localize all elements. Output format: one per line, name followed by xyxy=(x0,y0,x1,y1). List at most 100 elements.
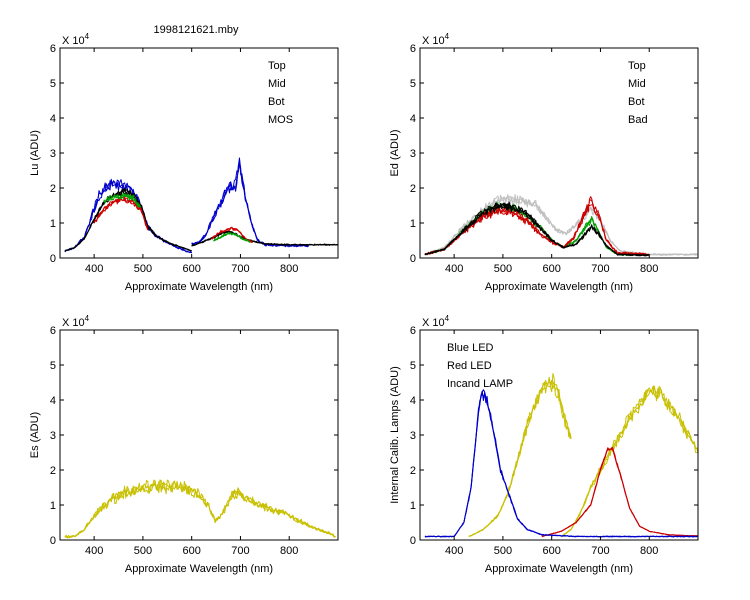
y-axis-label: Ed (ADU) xyxy=(389,129,401,176)
y-tick-label: 1 xyxy=(410,500,416,512)
y-tick-label: 4 xyxy=(410,113,416,125)
series-line-top xyxy=(64,187,192,252)
panel-es: 0 1 2 3 4 5 6 400 500 600 700 800 X 104 Approximate W… xyxy=(29,314,339,575)
series-line-es xyxy=(64,479,336,538)
y-tick-label: 6 xyxy=(50,43,56,55)
series-line-mos xyxy=(64,178,192,254)
y-scale-multiplier: X 104 xyxy=(62,32,90,47)
series-line-red-led xyxy=(541,448,699,537)
legend-item-blue-led: Blue LED xyxy=(447,342,494,354)
y-tick-label: 4 xyxy=(410,395,416,407)
series-line-es xyxy=(64,479,336,539)
legend-item-mid: Mid xyxy=(628,78,646,90)
panel-lu: 0 1 2 3 4 5 6 400 500 600 700 800 X 104 Approximate W… xyxy=(29,32,339,293)
figure-title: 1998121621.mby xyxy=(153,24,239,36)
y-axis-label: Internal Calib. Lamps (ADU) xyxy=(389,366,401,504)
y-tick-label: 5 xyxy=(50,78,56,90)
y-tick-label: 5 xyxy=(410,78,416,90)
y-tick-label: 4 xyxy=(50,113,56,125)
x-tick-label: 400 xyxy=(85,545,103,557)
x-tick-label: 700 xyxy=(231,545,249,557)
x-tick-label: 400 xyxy=(85,263,103,275)
series-line-top xyxy=(191,230,339,247)
y-tick-label: 6 xyxy=(50,325,56,337)
x-tick-label: 600 xyxy=(183,545,201,557)
series-line-mos xyxy=(191,161,309,247)
y-tick-label: 3 xyxy=(410,430,416,442)
y-tick-label: 4 xyxy=(50,395,56,407)
series-line-top xyxy=(64,189,192,252)
series-line-mos xyxy=(191,157,310,248)
series-line-es xyxy=(64,483,336,538)
panel-cal: 0 1 2 3 4 5 6 400 500 600 700 800 X 104 Approximate W… xyxy=(389,314,699,575)
x-tick-label: 500 xyxy=(134,263,152,275)
series-line-red-led xyxy=(541,447,699,538)
x-tick-label: 800 xyxy=(640,263,658,275)
legend-item-bot: Bot xyxy=(268,96,285,108)
x-tick-label: 600 xyxy=(543,545,561,557)
series-line-bot xyxy=(213,232,251,243)
series-line-incand-lamp xyxy=(561,386,699,537)
x-axis-label: Approximate Wavelength (nm) xyxy=(125,281,273,293)
y-scale-multiplier: X 104 xyxy=(422,32,450,47)
legend-item-top: Top xyxy=(628,60,646,72)
x-tick-label: 700 xyxy=(591,263,609,275)
series-group xyxy=(424,373,699,538)
legend-item-top: Top xyxy=(268,60,286,72)
series-line-incand-lamp xyxy=(468,373,572,537)
series-line-mos xyxy=(191,159,309,247)
series-line-incand-lamp xyxy=(468,379,572,537)
series-line-blue-led xyxy=(424,390,699,538)
series-group xyxy=(64,157,339,254)
y-tick-label: 6 xyxy=(410,325,416,337)
x-tick-label: 500 xyxy=(134,545,152,557)
x-axis-label: Approximate Wavelength (nm) xyxy=(485,563,633,575)
x-axis-label: Approximate Wavelength (nm) xyxy=(485,281,633,293)
y-tick-label: 3 xyxy=(50,148,56,160)
y-tick-label: 1 xyxy=(50,218,56,230)
y-tick-label: 5 xyxy=(50,360,56,372)
series-line-mid xyxy=(424,196,650,256)
y-tick-label: 2 xyxy=(50,465,56,477)
series-line-top xyxy=(191,230,339,247)
y-tick-label: 2 xyxy=(410,465,416,477)
x-tick-label: 400 xyxy=(445,545,463,557)
series-line-top xyxy=(424,201,650,257)
y-tick-label: 1 xyxy=(50,500,56,512)
x-tick-label: 800 xyxy=(280,263,298,275)
series-line-top xyxy=(191,230,339,246)
y-tick-label: 5 xyxy=(410,360,416,372)
x-axis-label: Approximate Wavelength (nm) xyxy=(125,563,273,575)
legend-item-incand-lamp: Incand LAMP xyxy=(447,378,513,390)
x-tick-label: 600 xyxy=(183,263,201,275)
series-group xyxy=(64,479,336,539)
x-tick-label: 500 xyxy=(494,545,512,557)
y-tick-label: 3 xyxy=(50,430,56,442)
series-line-incand-lamp xyxy=(561,385,699,538)
y-tick-label: 0 xyxy=(410,535,416,547)
plot-frame xyxy=(59,47,339,259)
y-tick-label: 2 xyxy=(410,183,416,195)
y-axis-label: Lu (ADU) xyxy=(29,130,41,176)
legend-item-red-led: Red LED xyxy=(447,360,492,372)
x-tick-label: 600 xyxy=(543,263,561,275)
x-tick-label: 800 xyxy=(280,545,298,557)
y-tick-label: 3 xyxy=(410,148,416,160)
y-tick-label: 0 xyxy=(50,535,56,547)
legend-item-bad: Bad xyxy=(628,114,648,126)
legend-item-mos: MOS xyxy=(268,114,293,126)
series-group xyxy=(424,194,699,257)
plot-frame xyxy=(419,47,699,259)
y-tick-label: 2 xyxy=(50,183,56,195)
series-line-mid xyxy=(211,226,253,243)
y-tick-label: 1 xyxy=(410,218,416,230)
y-scale-multiplier: X 104 xyxy=(62,314,90,329)
x-tick-label: 500 xyxy=(494,263,512,275)
series-line-incand-lamp xyxy=(561,385,699,538)
y-axis-label: Es (ADU) xyxy=(29,412,41,458)
legend-item-bot: Bot xyxy=(628,96,645,108)
series-line-top xyxy=(64,189,192,252)
series-line-incand-lamp xyxy=(468,381,572,537)
y-tick-label: 0 xyxy=(410,253,416,265)
